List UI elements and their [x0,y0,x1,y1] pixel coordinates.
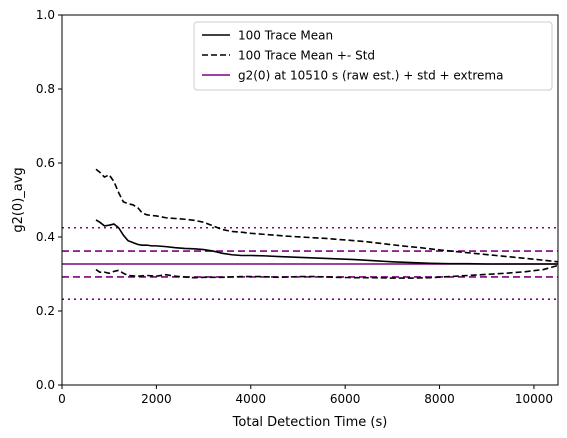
series-lines [95,168,558,279]
x-tick-label: 0 [58,392,66,406]
x-tick-label: 8000 [424,392,455,406]
x-tick-label: 2000 [141,392,172,406]
x-tick-label: 10000 [515,392,553,406]
x-axis-label: Total Detection Time (s) [232,415,388,430]
y-tick-label: 0.0 [36,378,55,392]
y-axis-ticks: 0.0 0.2 0.4 0.6 0.8 1.0 [36,8,62,392]
y-tick-label: 0.2 [36,304,55,318]
legend-label: g2(0) at 10510 s (raw est.) + std + extr… [238,69,503,83]
y-tick-label: 0.8 [36,82,55,96]
legend-label: 100 Trace Mean [238,29,333,43]
y-tick-label: 1.0 [36,8,55,22]
y-axis-label: g2(0)_avg [11,167,26,232]
x-axis-ticks: 0 2000 4000 6000 8000 10000 [58,385,553,406]
axes-frame [61,14,559,386]
x-tick-label: 6000 [330,392,361,406]
y-tick-label: 0.6 [36,156,55,170]
legend-box [193,21,553,91]
series-line-0 [95,219,558,265]
legend: 100 Trace Mean 100 Trace Mean +- Std g2(0)… [193,21,553,91]
series-line-1 [95,168,558,263]
y-tick-label: 0.4 [36,230,55,244]
x-tick-label: 4000 [235,392,266,406]
legend-label: 100 Trace Mean +- Std [238,49,375,63]
series-line-2 [95,264,558,279]
